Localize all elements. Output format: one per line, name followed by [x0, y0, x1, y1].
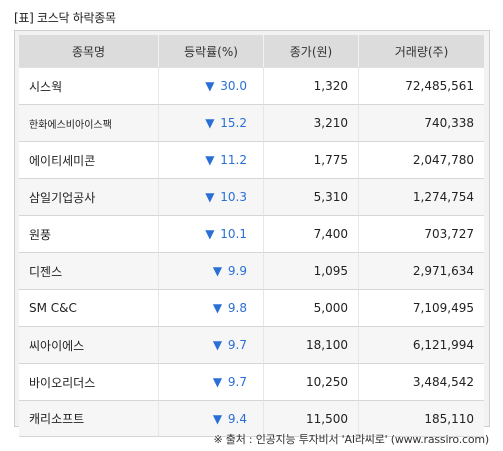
down-arrow-icon: ▼	[205, 116, 215, 130]
table-row: 캐리소프트 ▼ 9.4 11,500 185,110	[19, 400, 484, 437]
down-arrow-icon: ▼	[205, 227, 215, 241]
table-row: 디젠스 ▼ 9.9 1,095 2,971,634	[19, 252, 484, 289]
table-row: 삼일기업공사 ▼ 10.3 5,310 1,274,754	[19, 178, 484, 215]
volume: 2,971,634	[359, 252, 484, 289]
down-arrow-icon: ▼	[212, 264, 223, 278]
change-rate: ▼ 30.0	[159, 67, 264, 104]
volume: 72,485,561	[359, 67, 484, 104]
change-rate: ▼ 9.7	[159, 363, 264, 400]
close-price: 1,320	[264, 67, 359, 104]
change-rate: ▼ 9.9	[159, 252, 264, 289]
table-row: 한화에스비아이스팩 ▼ 15.2 3,210 740,338	[19, 104, 484, 141]
volume: 7,109,495	[359, 289, 484, 326]
down-arrow-icon: ▼	[212, 338, 223, 352]
change-rate: ▼ 9.4	[159, 400, 264, 437]
volume: 6,121,994	[359, 326, 484, 363]
change-rate: ▼ 9.8	[159, 289, 264, 326]
rate-value: 9.9	[227, 264, 247, 278]
header-close-price: 종가(원)	[264, 35, 359, 67]
close-price: 1,775	[264, 141, 359, 178]
close-price: 18,100	[264, 326, 359, 363]
stock-name: 삼일기업공사	[19, 178, 159, 215]
volume: 703,727	[359, 215, 484, 252]
change-rate: ▼ 10.1	[159, 215, 264, 252]
rate-value: 11.2	[220, 153, 247, 167]
table-row: SM C&C ▼ 9.8 5,000 7,109,495	[19, 289, 484, 326]
volume: 740,338	[359, 104, 484, 141]
volume: 185,110	[359, 400, 484, 437]
stock-name: 시스웍	[19, 67, 159, 104]
page-title: [표] 코스닥 하락종목	[14, 11, 116, 25]
close-price: 3,210	[264, 104, 359, 141]
rate-value: 10.3	[220, 190, 247, 204]
down-arrow-icon: ▼	[205, 79, 215, 93]
rate-value: 9.7	[227, 375, 247, 389]
down-arrow-icon: ▼	[212, 411, 223, 426]
change-rate: ▼ 10.3	[159, 178, 264, 215]
stock-name: 에이티세미콘	[19, 141, 159, 178]
rate-value: 30.0	[220, 79, 247, 93]
down-arrow-icon: ▼	[205, 190, 215, 204]
table-row: 시스웍 ▼ 30.0 1,320 72,485,561	[19, 67, 484, 104]
stock-name: 바이오리더스	[19, 363, 159, 400]
change-rate: ▼ 15.2	[159, 104, 264, 141]
header-change-rate: 등락률(%)	[159, 35, 264, 67]
source-note: ※ 출처 : 인공지능 투자비서 'AI라씨로' (www.rassiro.co…	[213, 433, 489, 446]
stock-name: 원풍	[19, 215, 159, 252]
close-price: 5,310	[264, 178, 359, 215]
declining-stocks-table: 종목명 등락률(%) 종가(원) 거래량(주) 시스웍 ▼ 30.0 1,320…	[19, 35, 484, 437]
table-row: 씨아이에스 ▼ 9.7 18,100 6,121,994	[19, 326, 484, 363]
close-price: 11,500	[264, 400, 359, 437]
table-row: 에이티세미콘 ▼ 11.2 1,775 2,047,780	[19, 141, 484, 178]
stock-name: 한화에스비아이스팩	[19, 104, 159, 141]
stock-name: 디젠스	[19, 252, 159, 289]
rate-value: 9.8	[227, 301, 247, 315]
header-volume: 거래량(주)	[359, 35, 484, 67]
table-row: 바이오리더스 ▼ 9.7 10,250 3,484,542	[19, 363, 484, 400]
rate-value: 9.4	[227, 411, 247, 426]
close-price: 7,400	[264, 215, 359, 252]
rate-value: 15.2	[220, 116, 247, 130]
close-price: 1,095	[264, 252, 359, 289]
table-header-row: 종목명 등락률(%) 종가(원) 거래량(주)	[19, 35, 484, 67]
stock-name: SM C&C	[19, 289, 159, 326]
stock-name: 씨아이에스	[19, 326, 159, 363]
close-price: 10,250	[264, 363, 359, 400]
volume: 1,274,754	[359, 178, 484, 215]
header-stock-name: 종목명	[19, 35, 159, 67]
down-arrow-icon: ▼	[205, 153, 215, 167]
volume: 2,047,780	[359, 141, 484, 178]
rate-value: 9.7	[227, 338, 247, 352]
down-arrow-icon: ▼	[212, 301, 223, 315]
close-price: 5,000	[264, 289, 359, 326]
change-rate: ▼ 11.2	[159, 141, 264, 178]
change-rate: ▼ 9.7	[159, 326, 264, 363]
rate-value: 10.1	[220, 227, 247, 241]
volume: 3,484,542	[359, 363, 484, 400]
down-arrow-icon: ▼	[212, 375, 223, 389]
table-row: 원풍 ▼ 10.1 7,400 703,727	[19, 215, 484, 252]
stock-name: 캐리소프트	[19, 400, 159, 437]
